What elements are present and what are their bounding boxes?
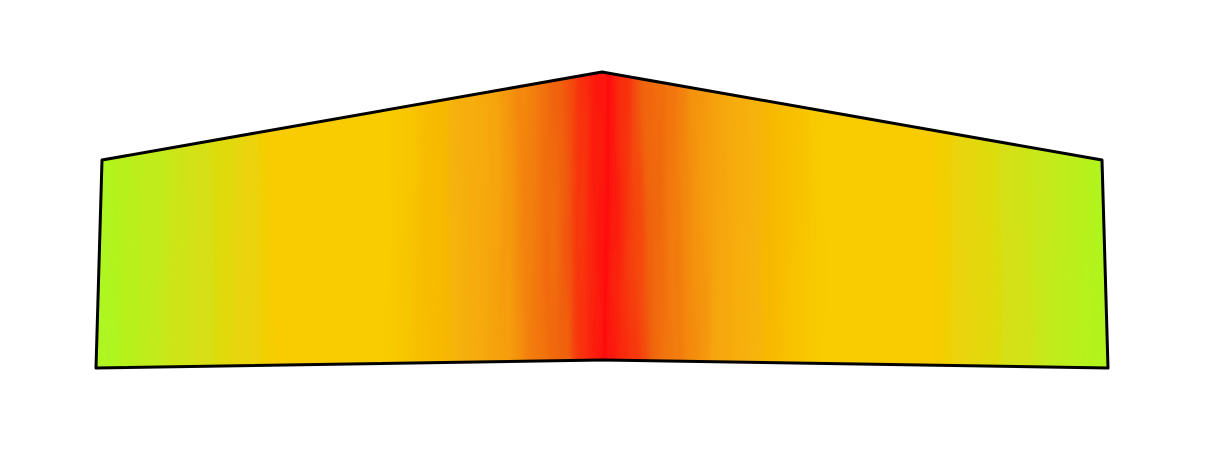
panel-outline [94,70,1110,370]
heat-fill [96,72,1108,368]
